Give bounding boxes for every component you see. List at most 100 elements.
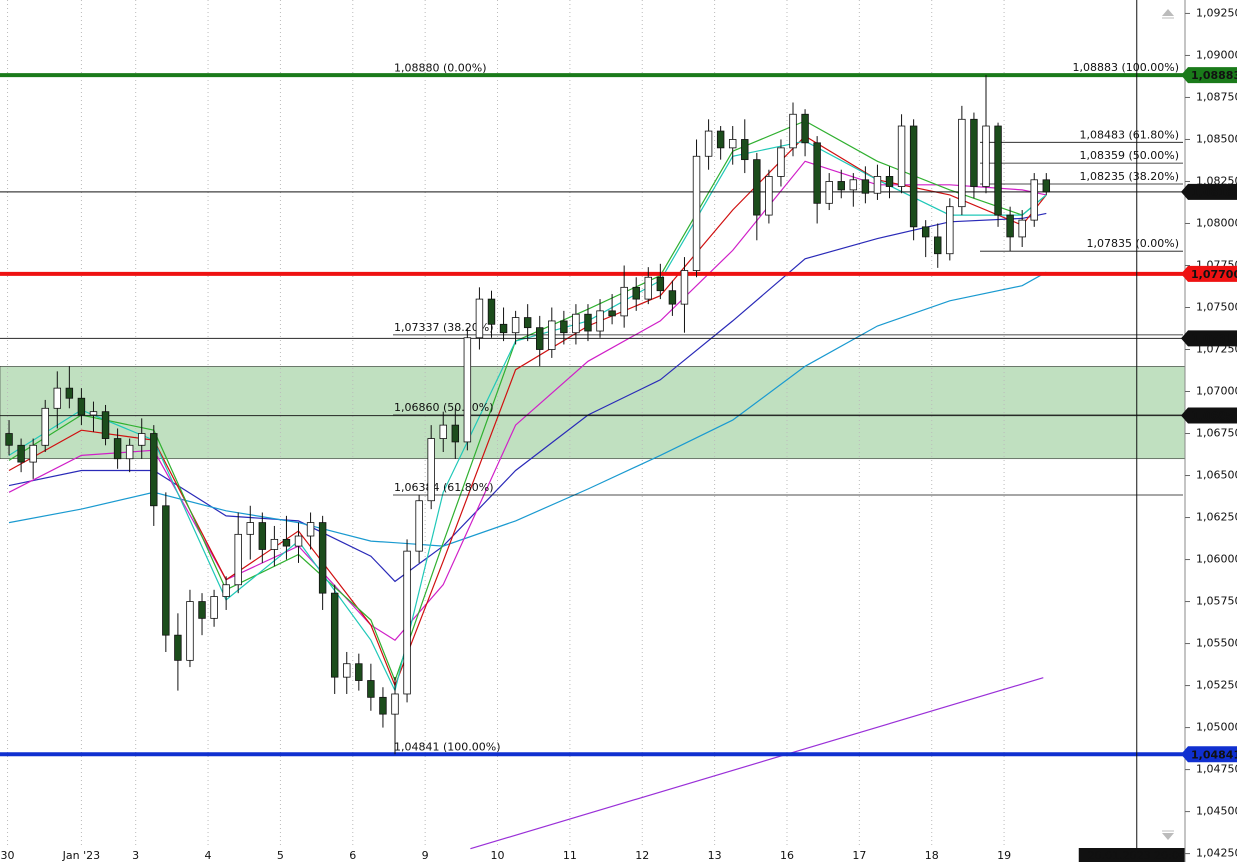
candle-body [849,179,858,191]
crosshair-label-box [1078,848,1195,862]
candle-body [53,387,62,409]
x-tick-label: Jan '23 [62,849,100,862]
x-tick-label: 12 [635,849,649,862]
price-label: 1,08883 [1191,69,1237,82]
x-tick-label: 9 [422,849,429,862]
candle-body [367,680,375,698]
y-tick-label: 1,08500 [1196,132,1237,145]
candle-body [753,159,761,216]
price-label-box [1181,746,1237,763]
fib-label: 1,08880 (0.00%) [394,62,487,75]
indicator-line [8,212,1047,583]
candle-body [355,663,363,681]
y-tick-label: 1,07500 [1196,300,1237,313]
candle-body [825,181,833,204]
candle-body [837,181,845,191]
candle-body [150,433,158,507]
fib-label: 1,07835 (0.00%) [1086,237,1179,250]
candle-body [65,387,74,399]
candle-body [958,118,966,208]
plot-area: 30 Jan '23 3 4 5 6 9 10 11 12 13 16 17 18 19 1,08880 (0… [0,0,1195,862]
candle-body [668,290,677,305]
candle-body [909,125,918,228]
fib-label: 1,06860 (50.00%) [394,401,494,414]
candle-body [716,130,725,149]
candle-body [246,522,254,535]
candle-body [656,276,665,292]
candle-body [536,327,544,350]
price-label-box [1181,407,1237,424]
y-tick-label: 1,06250 [1196,511,1237,524]
scroll-down[interactable] [1162,833,1174,840]
candle-body [572,313,580,334]
y-tick-label: 1,06500 [1196,469,1237,482]
candle-body [234,533,242,586]
price-label: 1,07316 [1191,332,1237,345]
candle-body [270,538,279,550]
candle-body [306,522,315,537]
fib-label: 1,08483 (61.80%) [1079,128,1179,141]
candle-body [318,522,327,594]
candle-body [608,310,616,317]
fib-label: 1,08359 (50.00%) [1079,149,1179,162]
candle-body [282,538,291,547]
candle-body [873,176,882,194]
candle-body [620,286,628,317]
y-tick-label: 1,05750 [1196,595,1237,608]
candle-body [644,276,652,300]
candle-body [728,139,737,149]
crosshair-label: 20.01.2023 20:00 [1088,849,1186,862]
candle-body [934,236,942,255]
candle-body [680,270,689,305]
candle-body [1018,219,1026,238]
x-tick-label: 17 [852,849,866,862]
candle-body [101,411,110,439]
x-tick-label: 13 [708,849,722,862]
price-label: 1,04841 [1191,748,1237,761]
candle-body [511,317,520,334]
fib-label: 1,04841 (100.00%) [394,740,501,753]
price-axis-panel [1185,0,1237,862]
x-tick-label: 11 [563,849,577,862]
fib-label: 1,08883 (100.00%) [1072,61,1179,74]
x-tick-label: 6 [349,849,356,862]
candle-body [994,125,1002,216]
y-tick-label: 1,09250 [1196,6,1237,19]
x-tick-label: 19 [997,849,1011,862]
scroll-up[interactable] [1162,9,1174,16]
candle-body [475,298,484,339]
candle-body [584,313,592,332]
y-tick-label: 1,08000 [1196,216,1237,229]
candle-body [548,320,556,350]
candle-body [560,320,568,334]
candle-body [897,125,906,187]
y-tick-label: 1,06750 [1196,427,1237,440]
candle-body [427,438,435,502]
candle-body [343,663,351,678]
fib-label: 1,08235 (38.20%) [1079,170,1179,183]
y-tick-label: 1,09000 [1196,48,1237,61]
candle-body [463,337,472,443]
candle-body [704,130,713,157]
candle-body [89,411,98,416]
candle-body [982,125,990,187]
y-tick-label: 1,08750 [1196,90,1237,103]
candle-body [885,176,894,187]
candle-body [451,424,460,443]
fib-label: 1,06384 (61.80%) [394,481,494,494]
candle-body [210,596,218,619]
y-tick-label: 1,05000 [1196,721,1237,734]
candle-body [391,693,399,715]
x-tick-label: 10 [491,849,505,862]
candle-body [17,444,25,463]
y-tick-label: 1,04250 [1196,847,1237,860]
candle-body [379,696,387,715]
candle-body [499,323,508,334]
candle-body [330,592,339,678]
candle-body [765,176,773,216]
price-label: 1,08188 [1191,186,1237,199]
y-tick-label: 1,07000 [1196,385,1237,398]
price-label-box [1181,265,1237,282]
